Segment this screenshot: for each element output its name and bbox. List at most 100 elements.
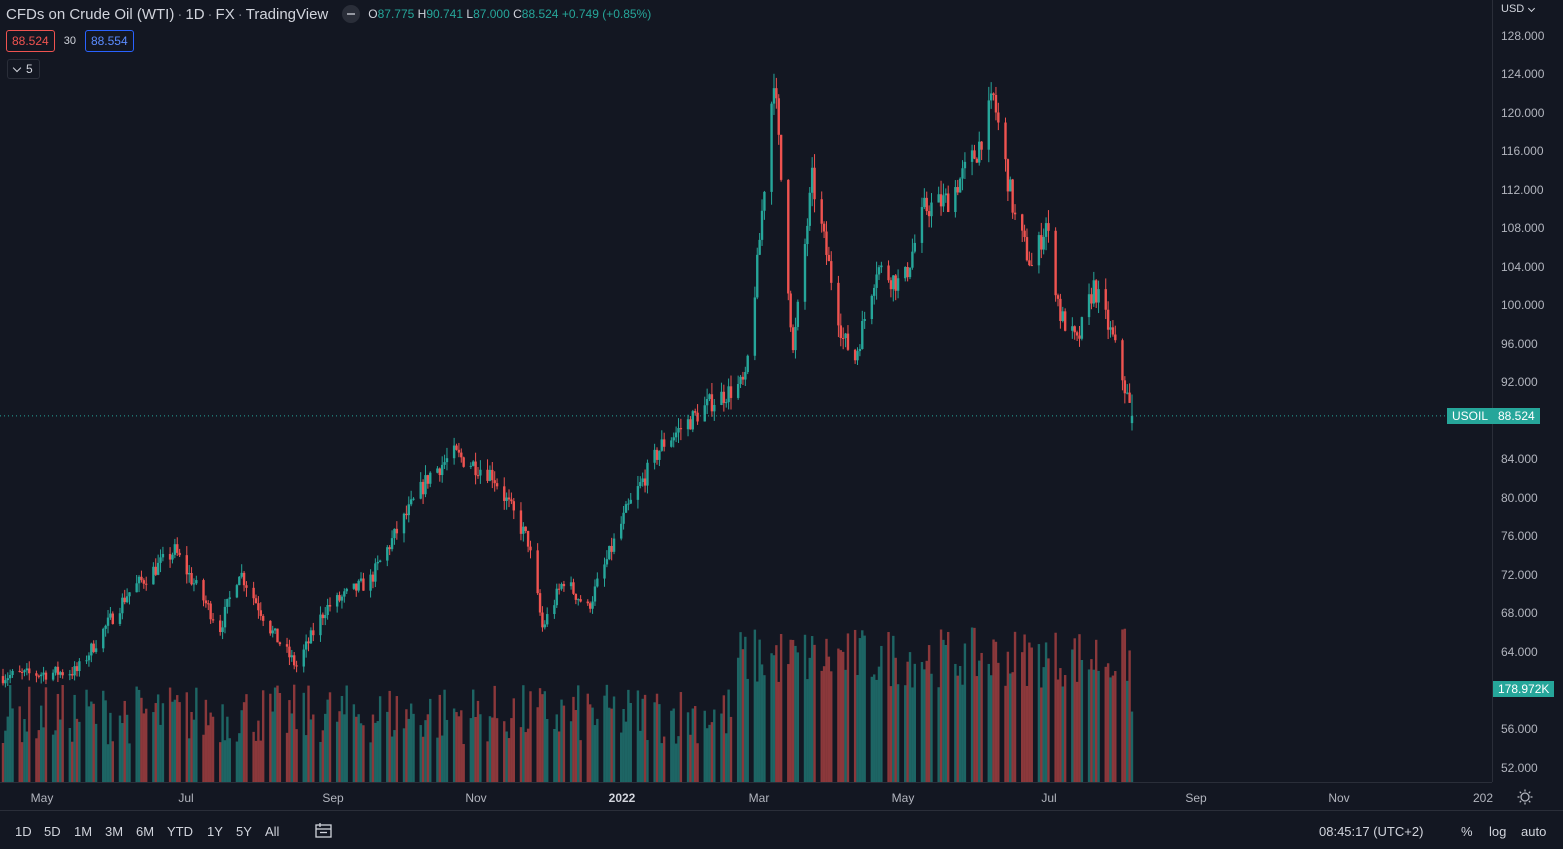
candle-body	[1130, 415, 1134, 424]
volume-bar	[973, 627, 976, 782]
candle-body	[923, 197, 926, 208]
range-button-1d[interactable]: 1D	[15, 824, 32, 839]
candle-body	[756, 254, 759, 298]
range-button-6m[interactable]: 6M	[136, 824, 155, 839]
volume-bar	[412, 713, 415, 782]
candle-body	[312, 630, 315, 636]
clock[interactable]: 08:45:17 (UTC+2)	[1319, 824, 1424, 839]
volume-bar	[794, 645, 797, 782]
volume-bar	[722, 695, 726, 782]
candle-body	[285, 644, 289, 647]
volume-bar	[395, 696, 399, 782]
chart-pane[interactable]: CFDs on Crude Oil (WTI) · 1D · FX · Trad…	[0, 0, 1492, 782]
candle-body	[362, 578, 365, 591]
candle-body	[753, 297, 757, 356]
ask-button[interactable]: 88.554	[84, 30, 134, 52]
time-axis[interactable]: May Jul Sep Nov 2022 Mar May Jul Sep Nov 202	[0, 782, 1533, 810]
volume-bar	[892, 635, 895, 782]
candle-body	[94, 648, 98, 652]
volume-bar	[388, 690, 391, 782]
volume-bar	[555, 714, 558, 782]
hide-legend-icon[interactable]	[342, 5, 361, 23]
range-button-ytd[interactable]: YTD	[167, 824, 193, 839]
interval-label[interactable]: 1D	[185, 5, 205, 23]
candle-body	[538, 593, 542, 613]
volume-bar	[240, 710, 243, 782]
volume-bar	[161, 703, 165, 782]
candle-body	[185, 555, 188, 575]
volume-bar	[42, 727, 45, 782]
volume-bar	[102, 690, 105, 782]
time-tick: Mar	[748, 791, 770, 805]
bid-button[interactable]: 88.524	[6, 30, 55, 52]
currency-selector[interactable]: USD	[1501, 3, 1536, 15]
indicators-toggle[interactable]: 5	[7, 59, 40, 79]
volume-bar	[693, 706, 697, 782]
volume-bar	[457, 716, 461, 782]
volume-bar	[106, 744, 110, 782]
volume-bar	[1128, 650, 1131, 782]
volume-bar	[371, 714, 375, 782]
candle-body	[388, 547, 391, 550]
volume-bar	[710, 722, 714, 782]
candle-body	[779, 134, 783, 180]
candle-body	[522, 526, 525, 534]
range-button-all[interactable]: All	[265, 824, 280, 839]
log-scale-button[interactable]: log	[1489, 824, 1507, 839]
volume-bar	[944, 644, 948, 782]
goto-date-icon[interactable]	[315, 823, 333, 839]
range-button-1y[interactable]: 1Y	[207, 824, 223, 839]
time-tick: 2022	[608, 791, 636, 805]
auto-scale-button[interactable]: auto	[1521, 824, 1547, 839]
candle-body	[1080, 317, 1084, 339]
volume-bar	[954, 663, 957, 782]
volume-bar	[662, 736, 666, 782]
volume-bar	[142, 713, 146, 782]
exchange-label: FX	[215, 5, 235, 23]
volume-bar	[591, 707, 594, 782]
volume-bar	[226, 716, 229, 782]
range-button-5d[interactable]: 5D	[44, 824, 61, 839]
candle-body	[125, 596, 129, 603]
volume-bar	[1063, 675, 1067, 782]
volume-bar	[207, 725, 210, 782]
chart-settings-icon[interactable]	[1517, 789, 1533, 805]
range-button-1m[interactable]: 1M	[74, 824, 93, 839]
candle-body	[1092, 280, 1096, 304]
volume-bar	[1078, 634, 1081, 782]
candle-body	[123, 597, 126, 603]
change-value: +0.749 (+0.85%)	[561, 7, 652, 21]
candle-body	[240, 572, 243, 577]
volume-bar	[393, 730, 396, 782]
candle-body	[1040, 235, 1043, 250]
candle-body	[920, 207, 924, 243]
percent-scale-button[interactable]: %	[1461, 824, 1473, 839]
symbol-name[interactable]: CFDs on Crude Oil (WTI)	[6, 5, 175, 23]
range-button-3m[interactable]: 3M	[105, 824, 124, 839]
volume-bar	[73, 694, 76, 782]
price-axis[interactable]: USD 128.000 124.000 120.000 116.000 112.000 1…	[1492, 0, 1563, 782]
volume-bar	[963, 643, 967, 782]
range-button-5y[interactable]: 5Y	[236, 824, 252, 839]
candle-body	[386, 547, 389, 561]
volume-bar	[529, 691, 532, 782]
candle-body	[904, 267, 907, 279]
volume-bar	[90, 701, 93, 782]
volume-bar	[271, 711, 274, 782]
volume-bar	[209, 712, 212, 782]
candle-body	[911, 251, 914, 268]
volume-bar	[627, 689, 630, 782]
volume-bar	[1004, 685, 1007, 782]
candle-body	[925, 197, 928, 212]
candlestick-chart[interactable]	[0, 0, 1492, 782]
volume-bar	[37, 730, 41, 782]
candle-body	[729, 386, 733, 398]
candle-body	[713, 404, 716, 412]
volume-bar	[526, 728, 530, 782]
candle-body	[109, 613, 112, 618]
volume-bar	[238, 733, 241, 782]
candle-body	[393, 528, 396, 539]
candle-body	[1030, 265, 1033, 267]
volume-bar	[1092, 669, 1096, 782]
volume-bar	[221, 704, 224, 782]
